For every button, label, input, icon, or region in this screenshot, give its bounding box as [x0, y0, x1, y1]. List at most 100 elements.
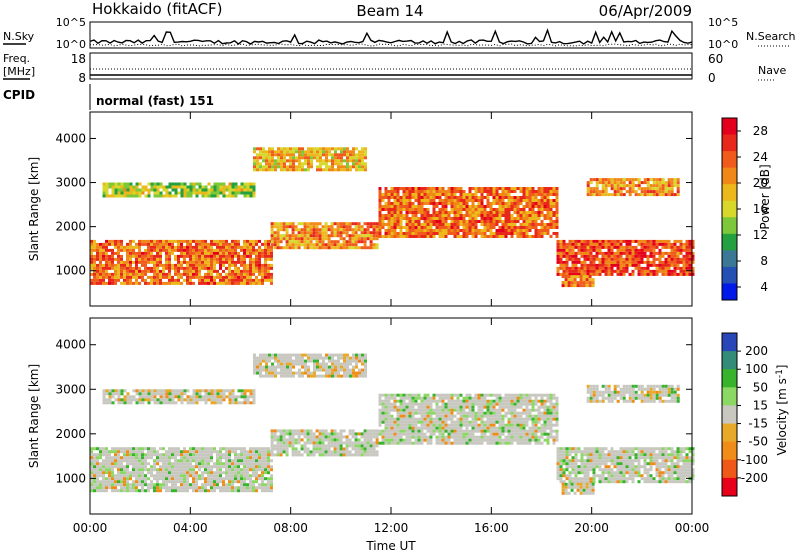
power-echo-cell: [313, 150, 316, 154]
power-echo-cell: [159, 191, 163, 195]
velocity-echo-cell: [255, 474, 258, 478]
power-echo-cell: [441, 211, 445, 214]
power-echo-cell: [571, 248, 575, 252]
power-echo-cell: [399, 229, 403, 232]
power-echo-cell: [309, 240, 313, 244]
velocity-echo-cell: [483, 426, 487, 430]
velocity-echo-cell: [144, 462, 147, 466]
power-echo-cell: [96, 248, 99, 252]
power-echo-cell: [685, 239, 689, 243]
power-echo-cell: [673, 260, 677, 264]
power-echo-cell: [126, 254, 129, 258]
power-echo-cell: [339, 246, 343, 250]
power-echo-cell: [673, 263, 677, 267]
velocity-echo-cell: [273, 447, 277, 451]
velocity-echo-cell: [393, 402, 397, 406]
velocity-echo-cell: [114, 483, 117, 487]
power-echo-cell: [303, 225, 307, 229]
power-echo-cell: [658, 254, 662, 258]
power-echo-cell: [315, 231, 319, 235]
power-echo-cell: [568, 251, 572, 255]
power-echo-cell: [691, 251, 695, 255]
power-echo-cell: [393, 214, 397, 217]
velocity-echo-cell: [342, 450, 346, 454]
power-echo-cell: [159, 254, 162, 258]
velocity-echo-cell: [102, 465, 105, 469]
power-echo-cell: [552, 220, 556, 223]
velocity-echo-cell: [339, 441, 343, 445]
velocity-echo-cell: [222, 462, 225, 466]
power-echo-cell: [93, 242, 96, 246]
power-echo-cell: [93, 257, 96, 261]
power-echo-cell: [309, 234, 313, 238]
power-echo-region: [270, 222, 379, 250]
power-echo-cell: [105, 275, 108, 279]
power-echo-cell: [111, 260, 114, 264]
power-echo-cell: [405, 223, 409, 226]
power-echo-cell: [333, 234, 337, 238]
power-echo-cell: [664, 239, 668, 243]
velocity-echo-cell: [237, 477, 240, 481]
power-echo-cell: [582, 281, 586, 285]
power-echo-cell: [297, 222, 301, 226]
power-echo-cell: [643, 272, 647, 276]
velocity-echo-cell: [426, 402, 430, 406]
velocity-echo-cell: [177, 477, 180, 481]
power-echo-cell: [408, 211, 412, 214]
power-echo-cell: [534, 232, 538, 235]
cpid-value: normal (fast) 151: [96, 94, 214, 108]
power-echo-cell: [268, 150, 271, 154]
power-echo-cell: [277, 147, 280, 151]
power-echo-cell: [243, 272, 246, 276]
velocity-echo-cell: [495, 420, 499, 424]
power-echo-cell: [441, 229, 445, 232]
velocity-echo-cell: [141, 468, 144, 472]
power-echo-cell: [249, 257, 252, 261]
velocity-echo-cell: [261, 462, 264, 466]
velocity-echo-cell: [156, 459, 159, 463]
velocity-echo-cell: [168, 468, 171, 472]
power-echo-cell: [598, 260, 602, 264]
power-echo-cell: [315, 228, 319, 232]
power-echo-cell: [610, 272, 614, 276]
power-echo-cell: [168, 185, 172, 189]
power-echo-cell: [316, 150, 319, 154]
power-echo-cell: [102, 275, 105, 279]
velocity-echo-cell: [399, 411, 403, 415]
velocity-echo-cell: [96, 483, 99, 487]
velocity-echo-cell: [471, 426, 475, 430]
velocity-echo-cell: [471, 438, 475, 442]
power-echo-cell: [237, 191, 241, 195]
velocity-echo-cell: [93, 453, 96, 457]
power-echo-cell: [195, 260, 198, 264]
velocity-echo-cell: [219, 489, 222, 493]
velocity-echo-cell: [327, 444, 331, 448]
power-echo-cell: [616, 251, 620, 255]
power-echo-cell: [381, 214, 385, 217]
power-echo-cell: [234, 251, 237, 255]
power-echo-cell: [316, 168, 319, 172]
velocity-echo-cell: [186, 465, 189, 469]
power-echo-cell: [354, 246, 358, 250]
power-echo-cell: [364, 147, 367, 151]
power-echo-cell: [682, 257, 686, 261]
velocity-echo-cell: [354, 453, 358, 457]
velocity-echo-cell: [222, 453, 225, 457]
power-echo-cell: [583, 254, 587, 258]
power-echo-cell: [393, 208, 397, 211]
power-echo-cell: [390, 193, 394, 196]
power-echo-cell: [676, 184, 680, 188]
power-echo-cell: [601, 269, 605, 273]
velocity-echo-cell: [117, 489, 120, 493]
power-echo-cell: [259, 162, 262, 166]
power-echo-cell: [498, 217, 502, 220]
power-echo-cell: [649, 248, 653, 252]
velocity-echo-cell: [408, 414, 412, 418]
power-echo-cell: [243, 260, 246, 264]
power-echo-cell: [417, 190, 421, 193]
velocity-echo-cell: [294, 450, 298, 454]
power-colorbar-segment: [722, 217, 737, 235]
power-echo-cell: [396, 214, 400, 217]
power-echo-cell: [607, 260, 611, 264]
velocity-echo-cell: [156, 456, 159, 460]
